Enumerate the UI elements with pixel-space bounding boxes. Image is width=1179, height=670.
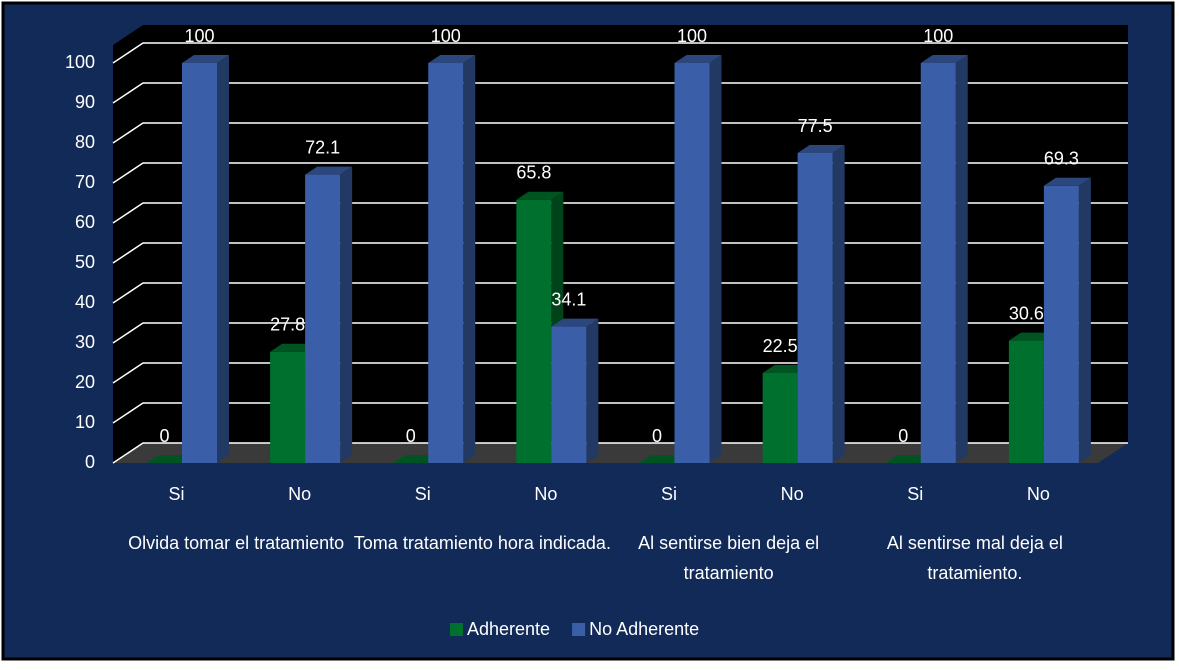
bar-front: [674, 63, 710, 463]
bar-top: [305, 166, 353, 175]
bar-front: [920, 63, 956, 463]
value-label: 34.1: [551, 289, 586, 309]
x-tick-label: Si: [169, 484, 185, 504]
y-tick-label: 20: [75, 372, 95, 392]
x-tick-label: No: [781, 484, 804, 504]
bar-front: [428, 63, 464, 463]
bar-side: [709, 55, 722, 463]
group-label: Al sentirse bien deja el tratamiento: [638, 533, 820, 583]
legend-label: No Adherente: [589, 619, 699, 639]
grid-line: [112, 82, 1128, 104]
bar-front: [516, 199, 552, 464]
bar-side: [340, 166, 353, 463]
bar-top: [1043, 177, 1091, 186]
group-label: Al sentirse mal deja el tratamiento.: [886, 533, 1063, 583]
group-label: Toma tratamiento hora indicada.: [353, 533, 611, 553]
bar-top: [551, 318, 599, 327]
y-tick-label: 60: [75, 212, 95, 232]
bar-front: [1008, 340, 1044, 463]
bar-top: [920, 55, 968, 63]
y-tick-label: 40: [75, 292, 95, 312]
bar-front: [305, 174, 341, 463]
bar-side: [955, 55, 968, 463]
bar: [674, 55, 722, 463]
value-label: 100: [677, 26, 707, 46]
bar: [182, 55, 229, 463]
bar-side: [586, 318, 599, 463]
value-label: 77.5: [798, 116, 833, 136]
value-label: 72.1: [305, 137, 340, 157]
bar: [428, 55, 476, 463]
group-label-box: Al sentirse bien deja el tratamiento: [638, 533, 820, 583]
value-label: 69.3: [1044, 149, 1079, 169]
bar-side: [217, 55, 229, 463]
x-tick-label: No: [288, 484, 311, 504]
bar-top: [182, 55, 229, 63]
bar-top: [797, 145, 845, 153]
legend-swatch: [572, 623, 586, 636]
bar-side: [463, 55, 476, 463]
y-tick-label: 100: [65, 52, 95, 72]
side-wall: [113, 25, 143, 463]
grid-line: [112, 42, 1128, 64]
group-label-box: Toma tratamiento hora indicada.: [353, 533, 611, 553]
bar: [305, 166, 353, 463]
y-tick-label: 80: [75, 132, 95, 152]
y-tick-label: 70: [75, 172, 95, 192]
value-label: 0: [406, 426, 416, 446]
y-tick-label: 0: [85, 452, 95, 472]
value-label: 0: [159, 426, 169, 446]
x-tick-label: Si: [661, 484, 677, 504]
grid-line: [112, 122, 1128, 144]
y-tick-label: 10: [75, 412, 95, 432]
y-tick-label: 90: [75, 92, 95, 112]
bar: [797, 145, 845, 463]
group-label-box: Al sentirse mal deja el tratamiento.: [886, 533, 1063, 583]
value-label: 100: [923, 26, 953, 46]
bar: [1043, 177, 1091, 464]
group-label: Olvida tomar el tratamiento: [128, 533, 345, 553]
bar-top: [516, 191, 564, 200]
bar-front: [797, 153, 833, 463]
bar-front: [270, 351, 306, 463]
group-label-box: Olvida tomar el tratamiento: [128, 533, 345, 553]
bar-side: [832, 145, 845, 463]
x-tick-label: Si: [907, 484, 923, 504]
bar: [920, 55, 968, 463]
value-label: 22.5: [763, 336, 798, 356]
bar: [516, 191, 564, 464]
value-label: 30.6: [1009, 303, 1044, 323]
bar-side: [1078, 177, 1091, 464]
floor: [113, 443, 1128, 463]
x-tick-label: No: [534, 484, 557, 504]
x-tick-label: Si: [415, 484, 431, 504]
value-label: 0: [652, 426, 662, 446]
bar-top: [674, 55, 722, 63]
bar-top: [428, 55, 476, 63]
value-label: 27.8: [270, 315, 305, 335]
bar-front: [182, 63, 217, 463]
value-label: 0: [898, 426, 908, 446]
legend-swatch: [450, 623, 463, 636]
x-tick-label: No: [1027, 484, 1050, 504]
value-label: 100: [184, 26, 214, 46]
bar-front: [551, 326, 587, 463]
bar-front: [1043, 185, 1079, 464]
bar: [551, 318, 599, 463]
y-tick-label: 50: [75, 252, 95, 272]
value-label: 100: [431, 26, 461, 46]
value-label: 65.8: [516, 163, 551, 183]
bar-front: [762, 373, 798, 463]
legend-label: Adherente: [467, 619, 550, 639]
y-tick-label: 30: [75, 332, 95, 352]
